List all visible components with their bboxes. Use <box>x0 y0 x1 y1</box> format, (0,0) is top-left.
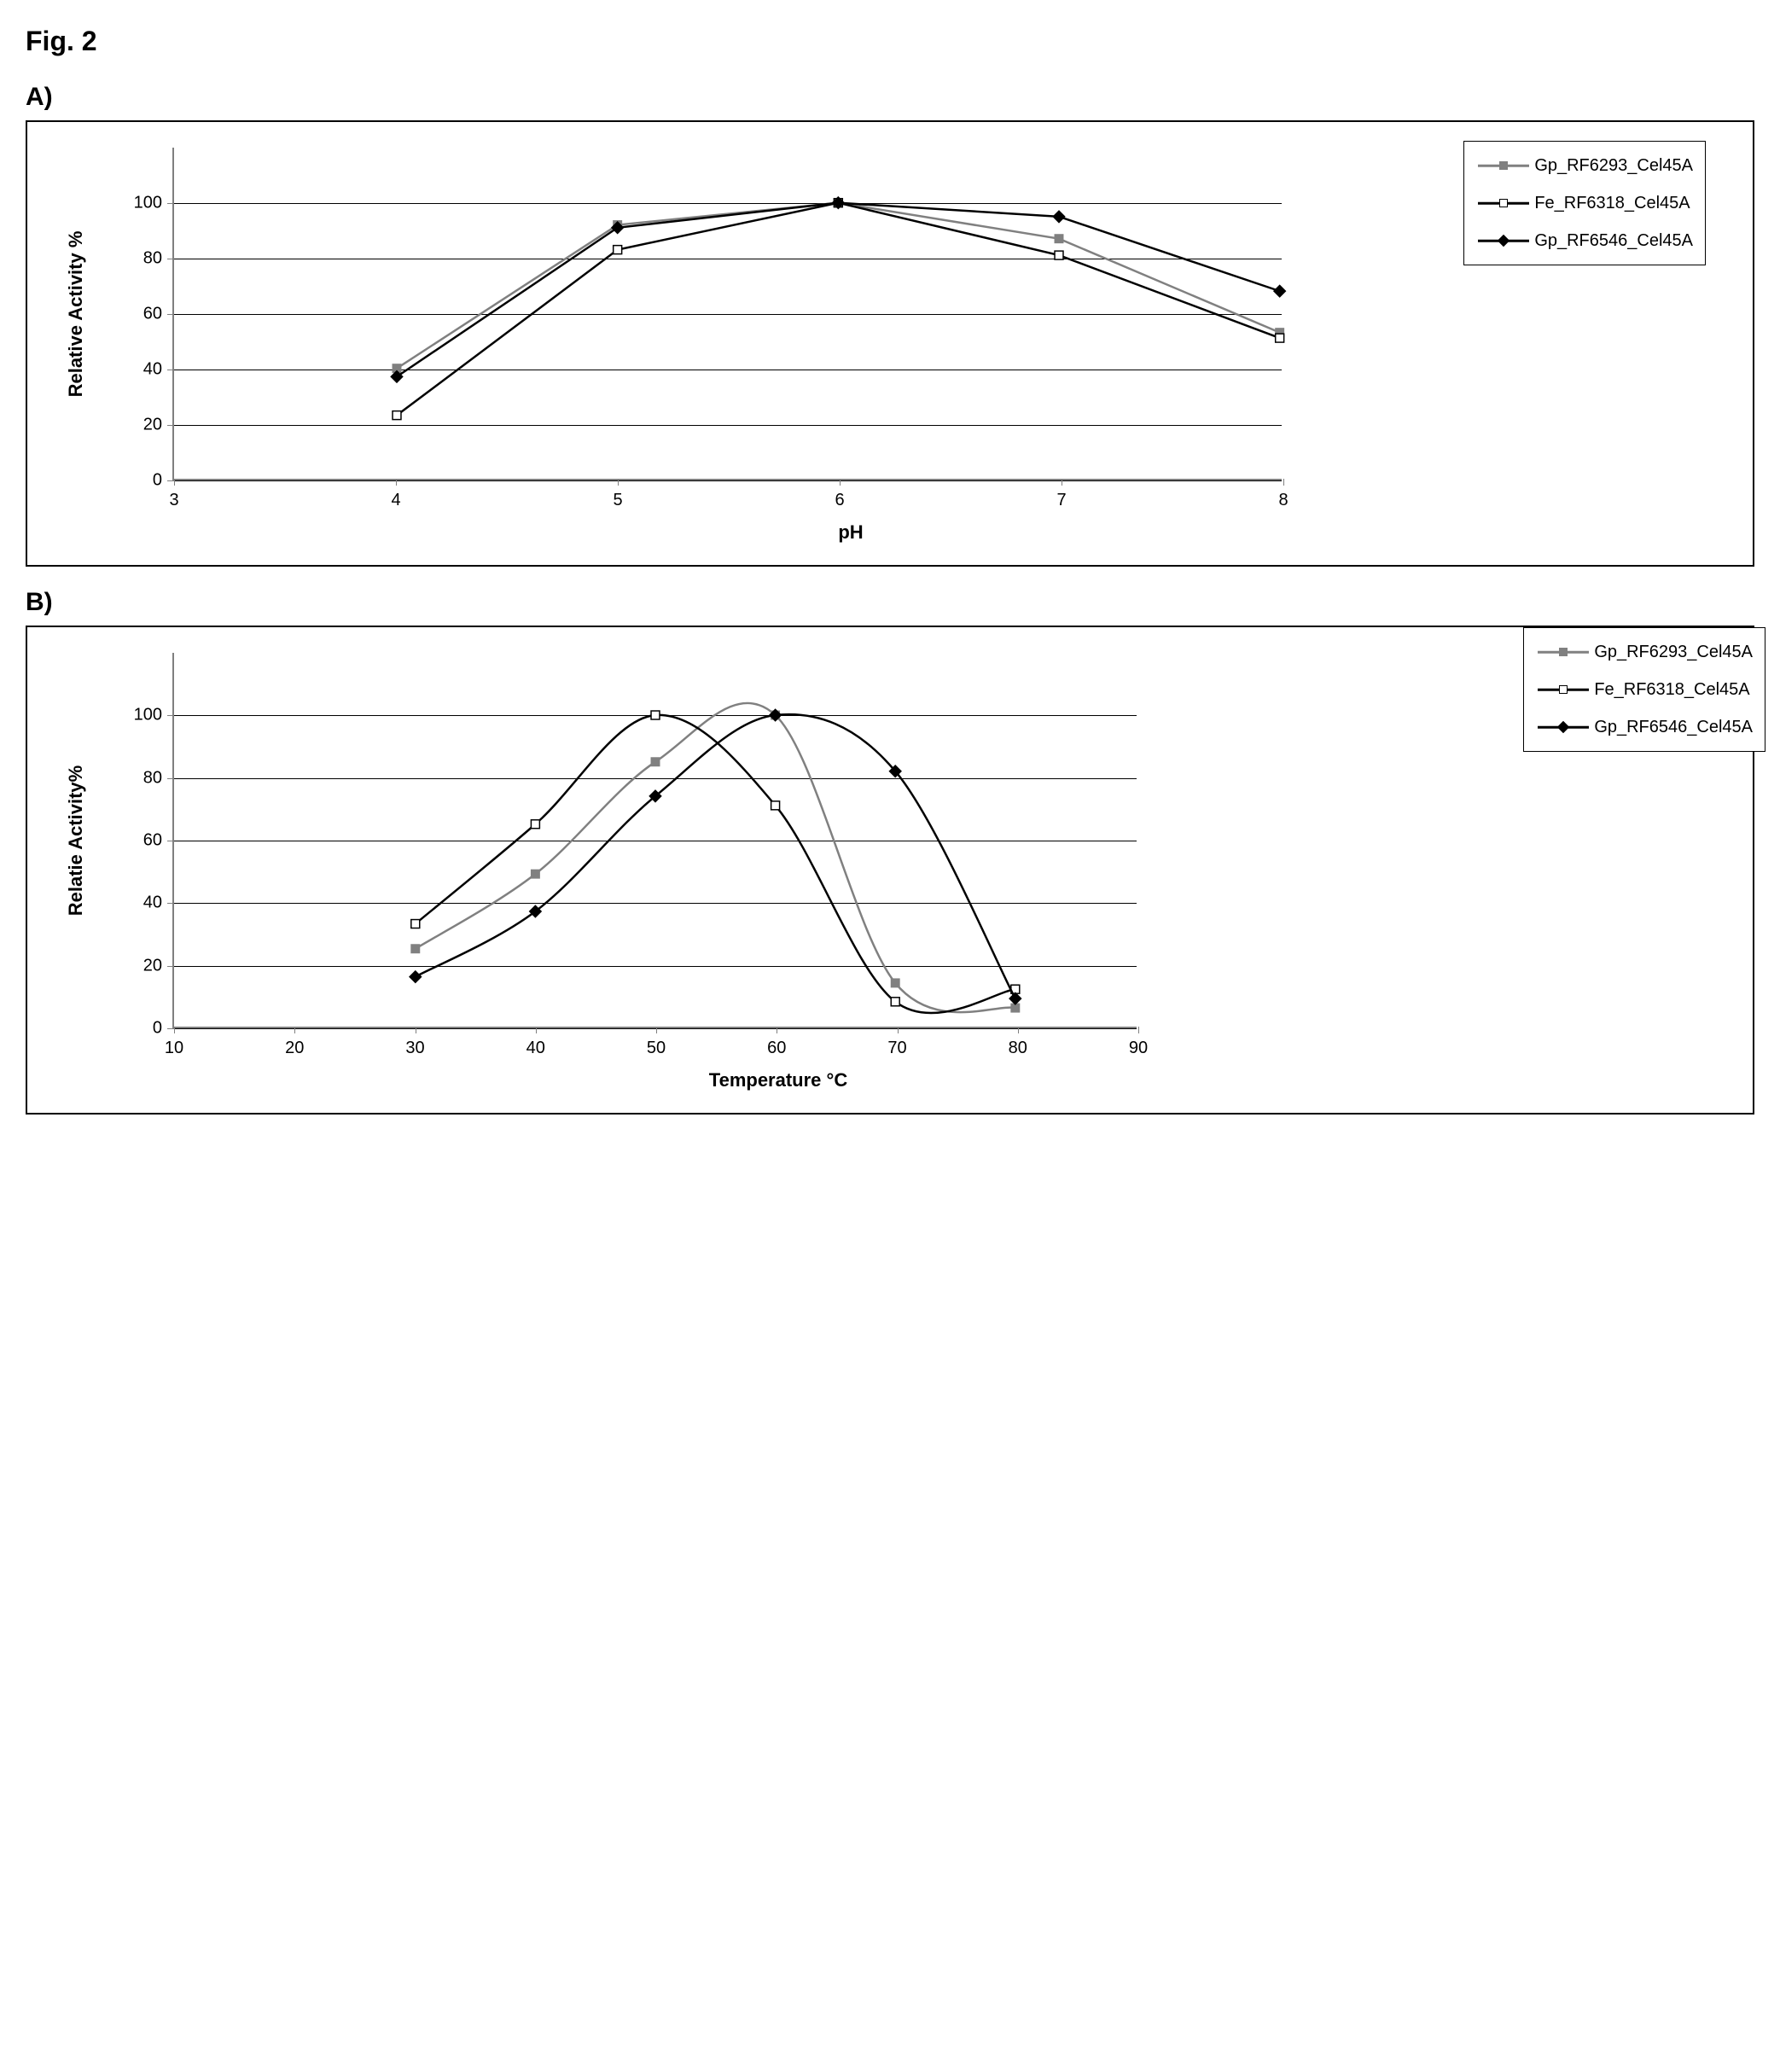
legend-sample <box>1478 155 1529 176</box>
legend-sample <box>1538 717 1589 737</box>
plot-area: 020406080100102030405060708090Relatie Ac… <box>172 653 1137 1028</box>
x-tick-label: 8 <box>1278 479 1288 510</box>
legend-item: Gp_RF6546_Cel45A <box>1469 222 1693 259</box>
legend-label: Gp_RF6293_Cel45A <box>1594 633 1753 671</box>
chart-data <box>174 148 1282 479</box>
legend-item: Gp_RF6546_Cel45A <box>1529 708 1753 746</box>
chart-legend: Gp_RF6293_Cel45AFe_RF6318_Cel45AGp_RF654… <box>1463 141 1706 265</box>
legend-label: Gp_RF6546_Cel45A <box>1534 222 1693 259</box>
panel-b-label: B) <box>26 588 1754 617</box>
x-tick-label: 80 <box>1009 1027 1027 1058</box>
y-tick-mark <box>167 715 174 716</box>
y-tick-mark <box>167 203 174 204</box>
legend-sample <box>1538 679 1589 700</box>
x-tick-label: 60 <box>767 1027 786 1058</box>
x-tick-label: 6 <box>835 479 844 510</box>
gridline <box>174 480 1282 481</box>
figure-label: Fig. 2 <box>26 26 1754 57</box>
x-tick-label: 20 <box>285 1027 304 1058</box>
legend-item: Fe_RF6318_Cel45A <box>1469 184 1693 222</box>
legend-item: Gp_RF6293_Cel45A <box>1469 147 1693 184</box>
x-tick-label: 90 <box>1129 1027 1148 1058</box>
x-tick-label: 5 <box>613 479 622 510</box>
x-tick-label: 30 <box>405 1027 424 1058</box>
legend-sample <box>1478 230 1529 251</box>
plot-area: 020406080100345678Relative Activity % <box>172 148 1282 480</box>
x-tick-label: 70 <box>887 1027 906 1058</box>
y-tick-mark <box>167 903 174 904</box>
legend-item: Fe_RF6318_Cel45A <box>1529 671 1753 708</box>
legend-sample <box>1478 193 1529 213</box>
y-tick-mark <box>167 425 174 426</box>
x-tick-label: 4 <box>391 479 400 510</box>
x-tick-label: 50 <box>647 1027 666 1058</box>
y-axis-label: Relatie Activity% <box>65 765 87 916</box>
chart-data <box>174 653 1137 1027</box>
y-tick-mark <box>167 778 174 779</box>
x-axis-label: Temperature °C <box>296 1069 1260 1091</box>
chart-b-container: 020406080100102030405060708090Relatie Ac… <box>26 626 1754 1115</box>
panel-a-label: A) <box>26 83 1754 112</box>
y-tick-mark <box>167 314 174 315</box>
x-tick-label: 40 <box>526 1027 545 1058</box>
legend-sample <box>1538 642 1589 662</box>
legend-label: Fe_RF6318_Cel45A <box>1594 671 1749 708</box>
y-tick-mark <box>167 966 174 967</box>
legend-label: Gp_RF6293_Cel45A <box>1534 147 1693 184</box>
legend-item: Gp_RF6293_Cel45A <box>1529 633 1753 671</box>
chart-legend: Gp_RF6293_Cel45AFe_RF6318_Cel45AGp_RF654… <box>1523 627 1765 752</box>
legend-label: Fe_RF6318_Cel45A <box>1534 184 1690 222</box>
x-tick-label: 10 <box>165 1027 183 1058</box>
y-axis-label: Relative Activity % <box>65 231 87 398</box>
x-tick-label: 7 <box>1056 479 1066 510</box>
chart-a-container: 020406080100345678Relative Activity % pH G… <box>26 120 1754 567</box>
x-tick-label: 3 <box>169 479 178 510</box>
legend-label: Gp_RF6546_Cel45A <box>1594 708 1753 746</box>
x-axis-label: pH <box>296 521 1405 544</box>
